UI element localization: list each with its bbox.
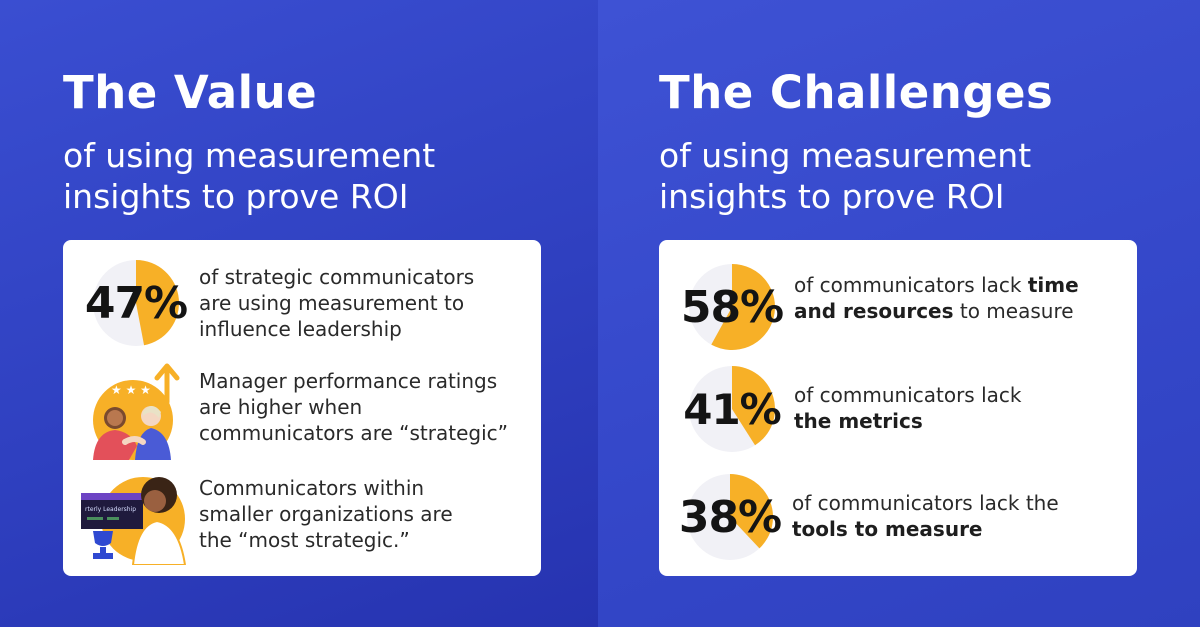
stat-line: of strategic communicators — [199, 265, 475, 289]
value-item-2: ★ ★ ★ Manager performance ratin — [63, 350, 541, 465]
percent-label: 47% — [84, 277, 188, 329]
stat-line: of communicators lack the — [792, 491, 1059, 515]
challenges-title: The Challenges — [659, 66, 1054, 119]
value-panel: The Value of using measurement insights … — [0, 0, 598, 627]
stat-line: of communicators lack — [794, 383, 1022, 407]
challenge-item-2: 41% of communicators lack the metrics — [659, 358, 1137, 462]
stat-line: are higher when — [199, 395, 363, 419]
pie-chart-47: 47% — [85, 260, 188, 346]
pie-slice — [730, 474, 774, 549]
challenge-item-3: 38% of communicators lack the tools to m… — [659, 462, 1137, 576]
stat-text: of communicators lack the metrics — [794, 382, 1129, 434]
stat-line: smaller organizations are — [199, 502, 453, 526]
pie-chart-38: 38% — [679, 474, 782, 560]
percent-label: 58% — [680, 281, 784, 333]
stat-text: of communicators lack time and resources… — [794, 272, 1129, 324]
stat-text: of strategic communicators are using mea… — [199, 264, 529, 342]
stat-line: Manager performance ratings — [199, 369, 498, 393]
value-title: The Value — [63, 66, 318, 119]
challenge-item-1: 58% of communicators lack time and resou… — [659, 240, 1137, 358]
svg-text:★ ★ ★: ★ ★ ★ — [111, 383, 151, 397]
challenges-panel: The Challenges of using measurement insi… — [598, 0, 1200, 627]
stat-line: communicators are “strategic” — [199, 421, 508, 445]
stat-line: are using measurement to — [199, 291, 465, 315]
pie-slice — [732, 366, 776, 446]
trophy-presenter-illustration: rterly Leadership — [81, 465, 201, 566]
stat-line: the metrics — [794, 409, 923, 433]
stat-line: Communicators within — [199, 476, 425, 500]
value-item-1: 47% of strategic communicators are using… — [63, 240, 541, 350]
pie-slice — [711, 264, 775, 350]
stat-text: Communicators within smaller organizatio… — [199, 475, 529, 553]
value-subtitle-line2: insights to prove ROI — [63, 177, 409, 216]
percent-label: 38% — [678, 491, 782, 543]
value-item-3: rterly Leadership Communicators — [63, 465, 541, 576]
stat-text: of communicators lack the tools to measu… — [792, 490, 1127, 542]
challenges-card: 58% of communicators lack time and resou… — [659, 240, 1137, 576]
stat-line: of communicators lack time — [794, 273, 1079, 297]
stat-text: Manager performance ratings are higher w… — [199, 368, 529, 446]
screen-text: rterly Leadership — [85, 506, 136, 513]
challenges-subtitle-line2: insights to prove ROI — [659, 177, 1005, 216]
value-card: 47% of strategic communicators are using… — [63, 240, 541, 576]
stat-line: and resources to measure — [794, 299, 1074, 323]
stat-line: tools to measure — [792, 517, 983, 541]
pie-chart-41: 41% — [683, 366, 782, 452]
challenges-subtitle-line1: of using measurement — [659, 136, 1032, 175]
value-subtitle-line1: of using measurement — [63, 136, 436, 175]
stat-line: influence leadership — [199, 317, 402, 341]
pie-chart-58: 58% — [681, 264, 784, 350]
percent-label: 41% — [683, 384, 782, 434]
handshake-rating-illustration: ★ ★ ★ — [85, 356, 195, 460]
stat-line: the “most strategic.” — [199, 528, 410, 552]
pie-slice — [136, 260, 180, 346]
